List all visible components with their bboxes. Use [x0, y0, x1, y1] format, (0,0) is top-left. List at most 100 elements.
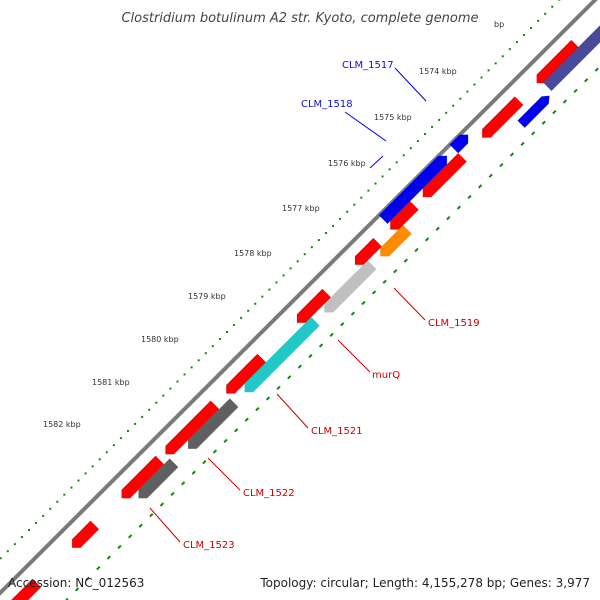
gc-dot: [0, 557, 2, 560]
gc-dot: [431, 125, 434, 128]
cds-block-5: [296, 288, 332, 324]
skew-dash: [223, 438, 228, 444]
skew-dash: [127, 534, 133, 539]
gc-dot: [508, 48, 511, 51]
gc-dot: [317, 239, 320, 242]
gc-dot: [409, 147, 412, 150]
skew-dash: [509, 152, 515, 157]
gene-clm-1522: [187, 398, 239, 449]
skew-dash: [573, 88, 578, 94]
gc-dot: [42, 514, 45, 517]
gc-dot: [49, 507, 52, 510]
gc-dot: [388, 168, 391, 171]
gene-label-clm-1518: CLM_1518: [301, 99, 353, 110]
gc-dot: [530, 26, 533, 29]
skew-dash: [520, 141, 525, 147]
forward-leader: [369, 155, 384, 169]
gc-dot: [558, 0, 561, 1]
skew-dash: [255, 406, 260, 412]
gc-dot: [282, 274, 285, 277]
gc-dot: [190, 366, 193, 369]
gc-dot: [289, 267, 292, 270]
gc-dot: [501, 55, 504, 58]
gc-dot: [91, 465, 94, 468]
skew-dash: [371, 290, 377, 295]
gc-dot: [339, 217, 342, 220]
skew-dash: [435, 226, 440, 231]
skew-dash: [191, 470, 196, 475]
gc-dot: [141, 415, 144, 418]
gc-dot: [346, 210, 349, 213]
gc-dot: [452, 104, 455, 107]
gc-dot: [77, 479, 80, 482]
gc-dot: [332, 224, 335, 227]
gc-dot: [155, 401, 158, 404]
gc-dot: [487, 69, 490, 72]
ruler-label-1579: 1579 kbp: [188, 292, 226, 301]
reverse-leader: [337, 339, 371, 373]
gc-dot: [112, 444, 115, 447]
skew-dash: [308, 353, 313, 359]
skew-dash: [488, 173, 493, 178]
gene-murq: [324, 260, 377, 313]
skew-dash: [446, 216, 451, 221]
gene-label-clm-1521: CLM_1521: [311, 426, 363, 437]
skew-dash: [106, 555, 112, 560]
gene-forward-partial-2: [542, 25, 600, 92]
ruler-label-1581: 1581 kbp: [92, 378, 130, 387]
gc-dot: [105, 451, 108, 454]
gc-dot: [275, 281, 278, 284]
gc-content-dots-outer: [0, 0, 561, 560]
gc-dot: [197, 359, 200, 362]
gc-dot: [515, 41, 518, 44]
gc-dot: [438, 118, 441, 121]
label-leaders: [149, 287, 426, 543]
skew-dash: [138, 523, 143, 528]
skew-dash: [65, 597, 69, 600]
gc-dot: [537, 19, 540, 22]
gc-dot: [254, 302, 257, 305]
accession-text: Accession: NC_012563: [8, 576, 144, 590]
gc-dot: [367, 189, 370, 192]
cds-block-3: [165, 400, 220, 455]
gc-dot: [233, 323, 236, 326]
gc-dot: [20, 536, 23, 539]
skew-dash: [403, 258, 408, 263]
gc-dot: [522, 34, 525, 37]
skew-dash: [202, 459, 207, 465]
gene-forward-partial: [517, 95, 550, 129]
skew-dash: [149, 513, 154, 518]
ruler-label-1578: 1578 kbp: [234, 249, 272, 258]
reverse-leader: [276, 393, 309, 429]
gc-dot: [544, 12, 547, 15]
skew-dash: [159, 502, 165, 507]
skew-dash: [456, 205, 462, 210]
skew-dash: [552, 109, 557, 115]
gc-dot: [148, 408, 151, 411]
skew-dash: [467, 194, 472, 200]
ruler-label-1580: 1580 kbp: [141, 335, 179, 344]
gc-dot: [98, 458, 101, 461]
gc-dot: [416, 140, 419, 143]
gc-dot: [261, 295, 264, 298]
reverse-leader: [149, 507, 181, 543]
gc-skew-dots-inner: [65, 67, 599, 600]
gene-clm-1519: [380, 224, 412, 257]
cds-block-6: [354, 237, 383, 266]
skew-dash: [584, 78, 589, 83]
skew-dash: [340, 322, 345, 327]
gc-dot: [310, 246, 313, 249]
gc-dot: [395, 161, 398, 164]
gc-dot: [445, 111, 448, 114]
gc-dot: [247, 309, 250, 312]
skew-dash: [287, 375, 292, 380]
cds-block-9: [481, 96, 524, 138]
skew-dash: [350, 311, 355, 316]
skew-dash: [562, 99, 568, 104]
skew-dash: [244, 417, 249, 422]
gc-dot: [27, 528, 30, 531]
gc-dot: [423, 133, 426, 136]
gc-dot: [211, 345, 214, 348]
cds-block-8: [422, 152, 468, 198]
gc-dot: [353, 203, 356, 206]
